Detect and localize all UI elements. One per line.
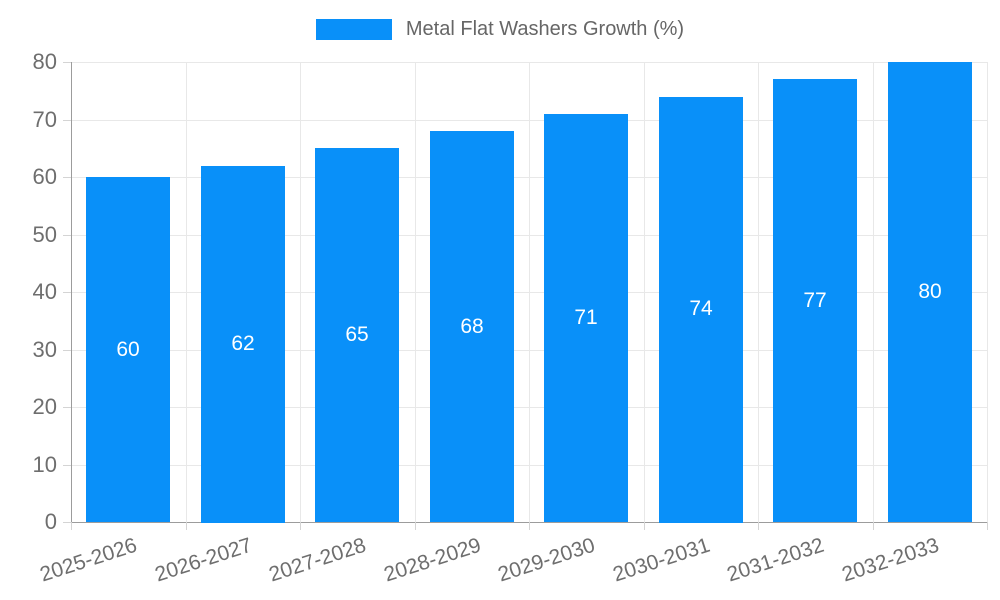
y-tick-label: 80 xyxy=(32,49,57,74)
x-category-label: 2029-2030 xyxy=(494,533,598,587)
gridline-vertical xyxy=(415,62,416,522)
y-tick-mark xyxy=(63,235,71,236)
bar-2029-2030[interactable] xyxy=(544,114,628,522)
x-tick-mark xyxy=(873,522,874,530)
y-tick-label: 40 xyxy=(32,279,57,304)
bar-value-label: 68 xyxy=(460,315,484,338)
y-tick-mark xyxy=(63,292,71,293)
y-tick-label: 70 xyxy=(32,107,57,132)
y-tick-label: 10 xyxy=(32,452,57,477)
x-category-label: 2030-2031 xyxy=(609,533,713,587)
x-category-label: 2028-2029 xyxy=(380,533,484,587)
x-tick-mark xyxy=(186,522,187,530)
bar-value-label: 62 xyxy=(231,332,255,355)
y-tick-label: 30 xyxy=(32,337,57,362)
bar-2031-2032[interactable] xyxy=(773,79,857,522)
x-tick-mark xyxy=(529,522,530,530)
x-category-label: 2025-2026 xyxy=(36,533,140,587)
x-category-label: 2032-2033 xyxy=(838,533,942,587)
gridline-vertical xyxy=(186,62,187,522)
gridline-vertical xyxy=(644,62,645,522)
gridline-vertical xyxy=(873,62,874,522)
x-tick-mark xyxy=(415,522,416,530)
x-category-label: 2027-2028 xyxy=(265,533,369,587)
x-tick-mark xyxy=(300,522,301,530)
y-tick-label: 60 xyxy=(32,164,57,189)
y-tick-mark xyxy=(63,350,71,351)
gridline-vertical xyxy=(987,62,988,522)
bar-value-label: 60 xyxy=(116,338,140,361)
bar-value-label: 71 xyxy=(574,306,598,329)
y-axis-line xyxy=(71,62,72,522)
chart-legend[interactable]: Metal Flat Washers Growth (%) xyxy=(0,18,1000,41)
y-tick-label: 50 xyxy=(32,222,57,247)
y-tick-label: 20 xyxy=(32,394,57,419)
legend-label: Metal Flat Washers Growth (%) xyxy=(405,18,685,40)
x-tick-mark xyxy=(758,522,759,530)
bar-2027-2028[interactable] xyxy=(315,148,399,522)
x-tick-mark xyxy=(644,522,645,530)
gridline-vertical xyxy=(529,62,530,522)
y-tick-mark xyxy=(63,177,71,178)
bar-2025-2026[interactable] xyxy=(86,177,170,522)
bar-2030-2031[interactable] xyxy=(659,97,743,523)
y-tick-mark xyxy=(63,465,71,466)
x-tick-mark xyxy=(987,522,988,530)
y-tick-label: 0 xyxy=(44,509,57,534)
bar-value-label: 74 xyxy=(689,297,713,320)
y-tick-mark xyxy=(63,120,71,121)
bar-2028-2029[interactable] xyxy=(430,131,514,522)
y-tick-mark xyxy=(63,407,71,408)
x-category-label: 2026-2027 xyxy=(151,533,255,587)
y-tick-mark xyxy=(63,62,71,63)
gridline-vertical xyxy=(300,62,301,522)
y-tick-mark xyxy=(63,522,71,523)
x-tick-mark xyxy=(71,522,72,530)
bar-value-label: 80 xyxy=(918,280,942,303)
bar-2026-2027[interactable] xyxy=(201,166,285,523)
bar-2032-2033[interactable] xyxy=(888,62,972,522)
bar-value-label: 65 xyxy=(345,323,369,346)
bar-value-label: 77 xyxy=(803,289,827,312)
x-category-label: 2031-2032 xyxy=(723,533,827,587)
gridline-vertical xyxy=(758,62,759,522)
legend-swatch xyxy=(315,19,392,40)
